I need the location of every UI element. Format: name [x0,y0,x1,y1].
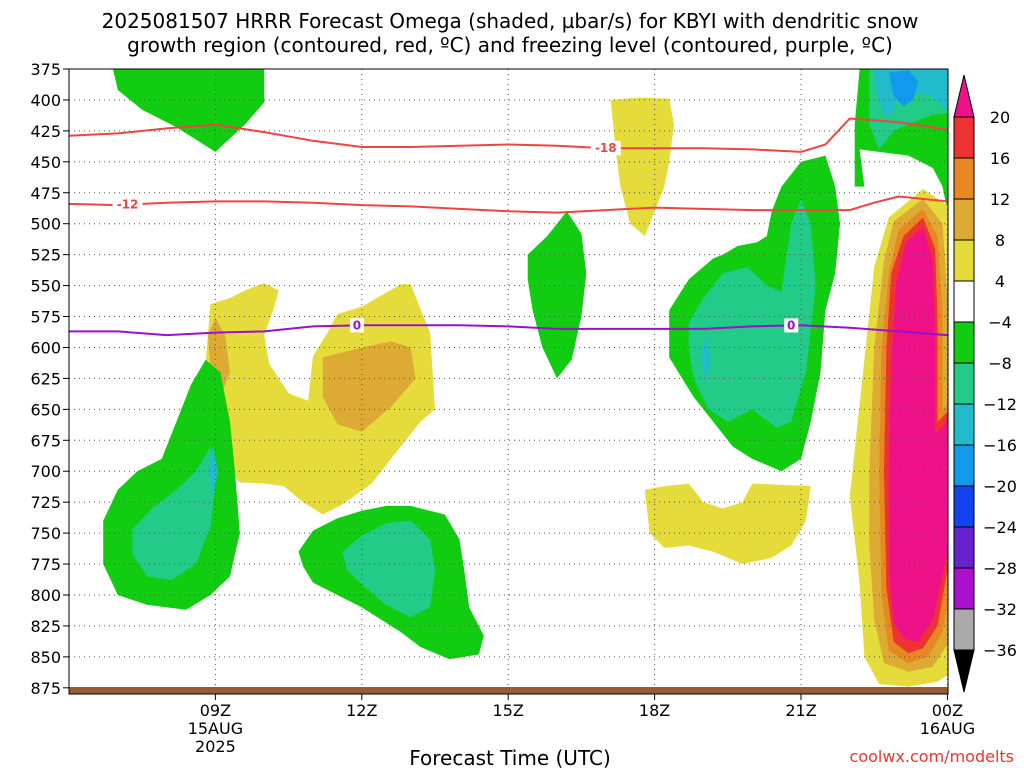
y-tick-label: 675 [30,431,61,450]
omega-region-9 [527,211,587,379]
y-tick-label: 700 [30,462,61,481]
colorbar-bin [953,444,975,487]
omega-region-11 [644,483,811,564]
y-tick-label: 725 [30,493,61,512]
colorbar-bin [953,608,975,651]
colorbar-label: −8 [988,354,1012,373]
colorbar-label: 4 [995,272,1005,291]
colorbar-bin [953,321,975,364]
omega-region-6 [208,446,218,496]
colorbar-label: −36 [983,641,1017,660]
colorbar-label: 16 [990,149,1010,168]
y-tick-label: 375 [30,60,61,79]
y-tick-label: 550 [30,277,61,296]
colorbar-bin [953,116,975,159]
contour-label-bg [112,197,143,212]
colorbar-label: −12 [983,395,1017,414]
omega-colorbar: 20 16 12 8 4 −4 −8 −12 −16 −20 −24 −28 −32 −36 [953,74,1017,693]
x-tick-date-label: 16AUG [920,719,975,738]
x-tick-label: 12Z [346,701,377,720]
colorbar-bin [953,74,975,118]
contour--18 [69,117,948,153]
y-tick-label: 475 [30,184,61,203]
colorbar-bin [953,403,975,446]
colorbar-bin [953,362,975,405]
x-tick-date-label: 15AUG [188,719,243,738]
chart-title-line-2: growth region (contoured, red, ºC) and f… [127,33,893,57]
ground-surface [69,687,948,694]
x-tick-date-label: 2025 [195,737,236,756]
contour-label-0: 0 [353,318,361,332]
x-tick-label: 00Z [932,701,963,720]
omega-region-13 [688,199,816,428]
contour-label-bg [784,318,799,333]
x-tick-label: 18Z [639,701,670,720]
omega-region-10 [610,97,675,237]
y-tick-label: 500 [30,215,61,234]
y-tick-label: 850 [30,648,61,667]
omega-region-18 [888,70,919,107]
x-tick-label: 21Z [785,701,816,720]
contour-label-0: 0 [787,318,795,332]
y-tick-label: 750 [30,524,61,543]
colorbar-bin [953,649,975,693]
colorbar-label: 20 [990,108,1010,127]
contour-label-bg [590,141,621,156]
x-tick-label: 15Z [493,701,524,720]
colorbar-label: −28 [983,559,1017,578]
contour-label-bg [349,318,364,333]
y-tick-label: 625 [30,369,61,388]
y-tick-label: 775 [30,555,61,574]
colorbar-bin [953,157,975,200]
y-tick-label: 400 [30,91,61,110]
y-tick-label: 800 [30,586,61,605]
contour--12 [69,195,948,214]
temperature-contours: -18 -12 0 0 [69,117,948,337]
colorbar-label: −4 [988,313,1012,332]
colorbar-bin [953,280,975,323]
omega-region-0 [112,69,265,152]
y-tick-label: 425 [30,122,61,141]
colorbar-bin [953,485,975,528]
chart-title-line-1: 2025081507 HRRR Forecast Omega (shaded, … [102,9,919,33]
contour-label--12: -12 [117,198,139,212]
colorbar-label: −32 [983,600,1017,619]
y-tick-label: 600 [30,338,61,357]
omega-region-1 [205,283,435,515]
colorbar-bin [953,239,975,282]
y-tick-label: 450 [30,153,61,172]
contour-0 [69,324,948,337]
colorbar-label: −24 [983,518,1017,537]
omega-region-3 [322,341,416,432]
omega-region-14 [701,335,711,385]
y-tick-label: 525 [30,246,61,265]
omega-region-8 [342,520,435,618]
x-tick-label: 09Z [200,701,231,720]
colorbar-bin [953,198,975,241]
pressure-axis: 375 400 425 450 475 500 525 550 575 600 625 650 675 7… [30,60,69,698]
colorbar-label: −16 [983,436,1017,455]
x-axis-label: Forecast Time (UTC) [409,746,611,768]
colorbar-bin [953,567,975,610]
contour-label--18: -18 [595,141,617,155]
omega-shaded-fields [103,69,948,687]
colorbar-label: 8 [995,231,1005,250]
pressure-gridlines [69,69,948,694]
y-tick-label: 650 [30,400,61,419]
y-tick-label: 575 [30,308,61,327]
colorbar-bin [953,526,975,569]
y-tick-label: 825 [30,617,61,636]
colorbar-label: −20 [983,477,1017,496]
y-tick-label: 875 [30,679,61,698]
omega-region-5 [132,446,216,581]
credit-link[interactable]: coolwx.com/modelts [850,747,1014,766]
colorbar-label: 12 [990,190,1010,209]
